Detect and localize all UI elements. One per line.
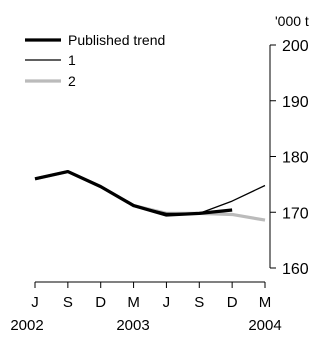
legend-label-series-2: 2 bbox=[68, 73, 76, 89]
x-tick-label-0: J bbox=[31, 294, 39, 311]
year-label-2004: 2004 bbox=[248, 317, 281, 333]
year-label-2002: 2002 bbox=[10, 317, 43, 333]
series-2-line bbox=[34, 169, 266, 222]
x-tick-label-4: J bbox=[163, 294, 171, 311]
year-label-2003: 2003 bbox=[116, 317, 149, 333]
series-published-trend-line bbox=[34, 169, 233, 217]
series-layer bbox=[34, 169, 266, 222]
x-tick-label-5: S bbox=[194, 294, 204, 311]
x-tick-label-6: D bbox=[227, 294, 238, 311]
y-tick-label-170: 170 bbox=[282, 205, 309, 222]
legend-label-published-trend: Published trend bbox=[68, 32, 165, 48]
y-tick-label-200: 200 bbox=[282, 38, 309, 55]
y-axis-unit-label: '000 t bbox=[275, 13, 309, 29]
x-tick-label-7: M bbox=[259, 294, 272, 311]
y-axis-ticks: 160 170 180 190 200 bbox=[270, 38, 309, 278]
y-tick-label-180: 180 bbox=[282, 150, 309, 167]
x-tick-label-2: D bbox=[95, 294, 106, 311]
x-tick-label-1: S bbox=[63, 294, 73, 311]
x-tick-label-3: M bbox=[127, 294, 140, 311]
legend: Published trend 1 2 bbox=[25, 32, 165, 89]
y-tick-label-190: 190 bbox=[282, 94, 309, 111]
y-tick-label-160: 160 bbox=[282, 261, 309, 278]
series-1-line bbox=[34, 170, 266, 215]
legend-label-series-1: 1 bbox=[68, 52, 76, 68]
